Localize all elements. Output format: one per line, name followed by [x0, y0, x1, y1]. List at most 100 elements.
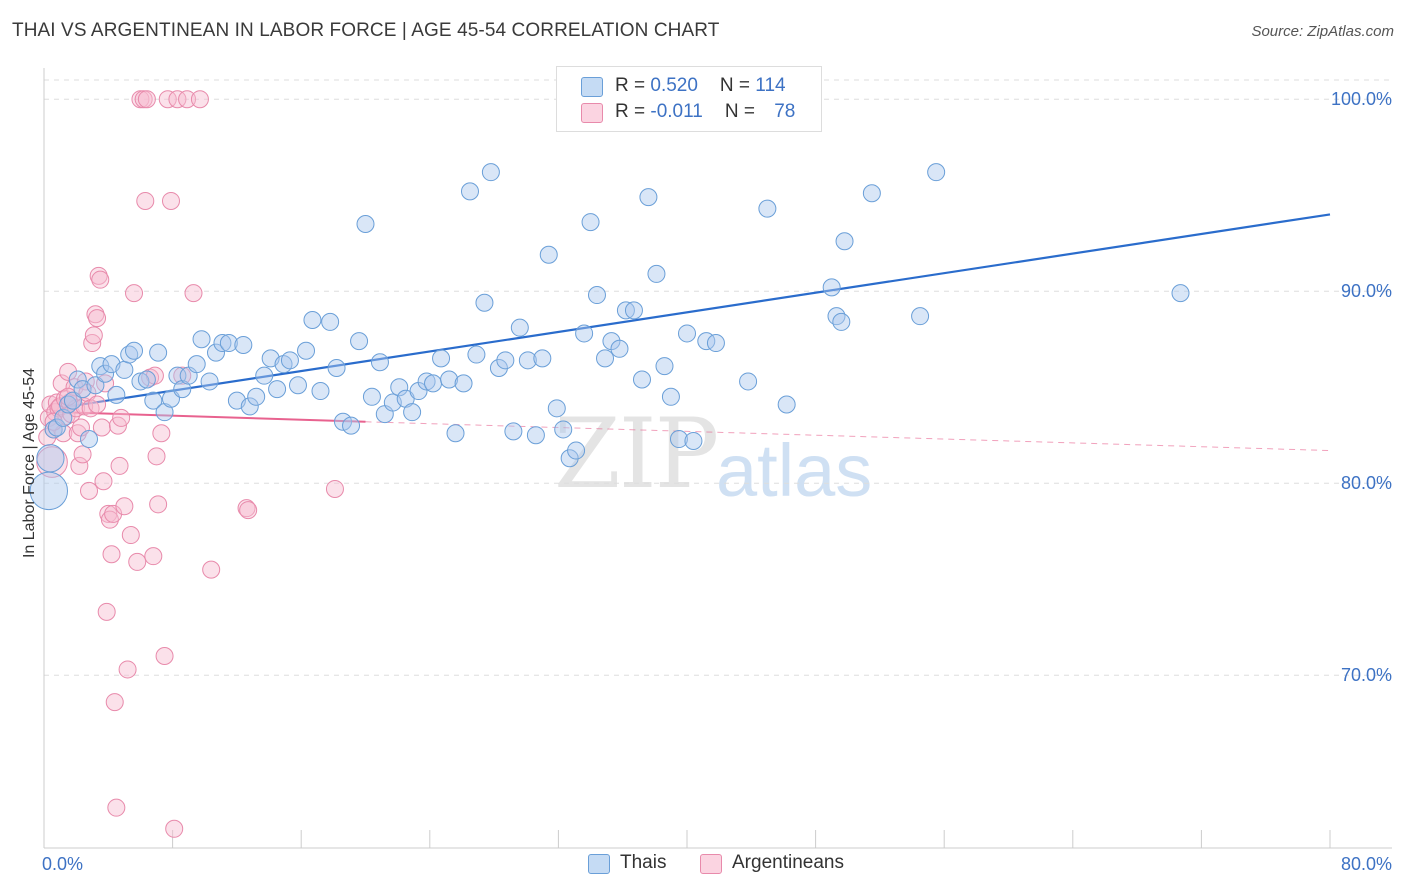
thai-point — [581, 213, 600, 232]
argentinean-point — [36, 446, 68, 478]
thai-point — [403, 403, 422, 422]
arg-r-value: -0.011 — [650, 101, 703, 122]
thai-point — [255, 366, 274, 385]
thai-r-value: 0.520 — [650, 75, 698, 96]
thai-point — [54, 408, 73, 427]
correlation-legend: R = 0.520 N = 114 R = -0.011 N = 78 — [556, 66, 822, 132]
thai-point — [268, 380, 287, 399]
thai-point — [475, 293, 494, 312]
thai-point — [432, 349, 451, 368]
thai-point — [560, 449, 579, 468]
argentinean-point — [84, 326, 103, 345]
thai-point — [661, 387, 680, 406]
thai-point — [280, 351, 299, 370]
thai-point — [200, 372, 219, 391]
thai-point — [554, 420, 573, 439]
y-tick-label: 90.0% — [1341, 281, 1392, 301]
thai-point — [467, 345, 486, 364]
argentinean-point — [88, 309, 107, 328]
thai-point — [575, 324, 594, 343]
thai-point — [96, 364, 115, 383]
thai-point — [303, 311, 322, 329]
thai-point — [567, 441, 586, 460]
thai-point — [639, 188, 658, 207]
thai-point — [297, 341, 316, 360]
argentinean-point — [325, 479, 344, 498]
argentinean-point — [112, 408, 131, 427]
argentinean-point — [136, 191, 155, 210]
thai-points — [29, 90, 1190, 511]
argentinean-point — [100, 510, 119, 529]
thai-r-label: R = — [615, 75, 651, 96]
thai-point — [1171, 284, 1190, 303]
thai-point — [684, 431, 703, 450]
thai-point — [327, 359, 346, 377]
thai-swatch — [581, 77, 603, 97]
argentinean-point — [155, 647, 174, 665]
thai-point — [655, 357, 674, 376]
thai-point — [489, 359, 508, 377]
watermark-atlas: atlas — [716, 429, 873, 512]
y-tick-label: 100.0% — [1331, 89, 1392, 109]
thai-point — [47, 418, 66, 437]
gridlines — [44, 79, 1392, 676]
thai-point — [350, 332, 369, 351]
thai-point — [144, 391, 163, 410]
argentinean-point — [97, 602, 116, 621]
thai-point — [454, 374, 473, 393]
argentinean-point — [202, 560, 221, 579]
argentinean-points — [36, 90, 344, 838]
thai-point — [610, 339, 629, 358]
arg-n-value: 78 — [774, 101, 796, 122]
thai-point — [107, 385, 126, 404]
thai-point — [862, 184, 881, 203]
thai-point — [706, 334, 725, 353]
thai-point — [80, 430, 99, 449]
argentinean-point — [105, 693, 124, 712]
thai-point — [481, 163, 500, 182]
thai-point — [510, 318, 529, 337]
axes — [43, 68, 1392, 849]
argentinean-point — [165, 819, 184, 838]
arg-trend-line-dashed — [365, 421, 1331, 452]
thai-point — [669, 430, 688, 449]
thai-point — [835, 232, 854, 251]
thai-point — [832, 312, 851, 331]
thai-point — [131, 372, 150, 391]
thai-point — [63, 391, 82, 410]
thai-point — [356, 215, 375, 233]
arg-legend-label: Argentineans — [732, 852, 844, 873]
argentinean-point — [152, 424, 171, 443]
thai-point — [911, 307, 930, 326]
thai-point — [213, 334, 232, 353]
y-tick-label: 70.0% — [1341, 665, 1392, 685]
thai-point — [678, 324, 696, 343]
thai-legend-swatch — [588, 854, 610, 874]
thai-point — [526, 426, 545, 445]
thai-point — [207, 343, 226, 362]
thai-point — [362, 387, 381, 406]
argentinean-point — [44, 412, 63, 431]
thai-point — [440, 370, 459, 389]
thai-point — [115, 360, 134, 379]
trend-lines — [59, 213, 1331, 452]
thai-point — [86, 376, 105, 395]
source-label: Source: ZipAtlas.com — [1251, 23, 1394, 40]
thai-point — [68, 370, 87, 389]
thai-legend-label: Thais — [620, 852, 667, 873]
arg-swatch — [581, 103, 603, 123]
arg-trend-line — [59, 411, 366, 423]
chart-title: THAI VS ARGENTINEAN IN LABOR FORCE | AGE… — [12, 20, 720, 41]
thai-n-value: 114 — [755, 75, 786, 96]
watermark-zip: ZIP — [554, 398, 719, 510]
argentinean-point — [173, 366, 192, 385]
argentinean-point — [158, 90, 177, 109]
thai-point — [927, 163, 946, 182]
thai-point — [827, 307, 846, 326]
thai-point — [36, 444, 65, 473]
thai-point — [342, 416, 361, 435]
thai-point — [632, 370, 651, 389]
argentinean-point — [73, 445, 92, 464]
thai-point — [149, 343, 168, 362]
